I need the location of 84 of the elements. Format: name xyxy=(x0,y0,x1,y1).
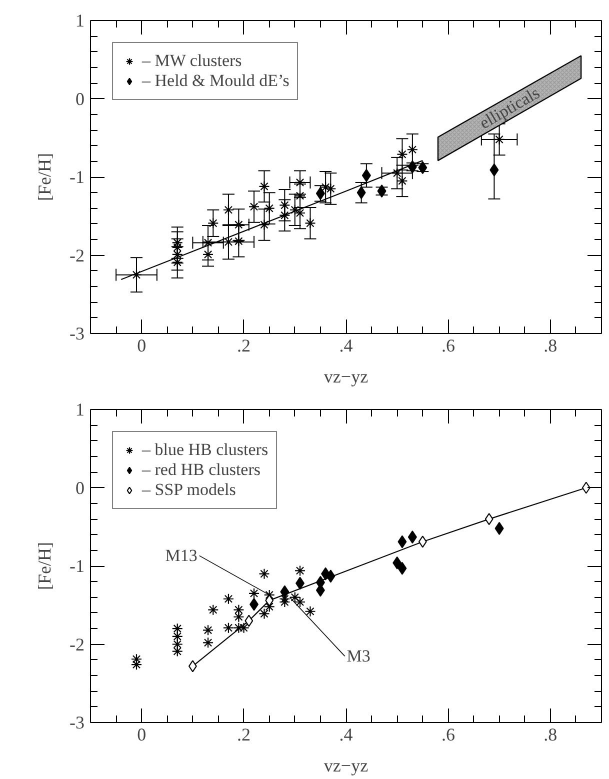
point xyxy=(264,601,275,612)
x-tick-label: 0 xyxy=(137,724,146,744)
point xyxy=(265,594,274,606)
legend-label: – MW clusters xyxy=(142,51,242,71)
point xyxy=(398,535,407,548)
point xyxy=(172,638,183,650)
point xyxy=(294,176,306,188)
point xyxy=(130,269,142,280)
x-tick-label: .2 xyxy=(237,336,251,356)
point xyxy=(325,183,336,194)
point xyxy=(289,204,300,216)
y-tick-label: -3 xyxy=(70,712,85,732)
point xyxy=(130,659,142,670)
point xyxy=(222,622,234,634)
point xyxy=(233,236,244,247)
point xyxy=(320,182,332,193)
y-tick-label: -1 xyxy=(70,167,85,187)
x-tick-label: .6 xyxy=(441,336,455,356)
point xyxy=(258,568,270,580)
x-tick-label: .6 xyxy=(441,724,455,744)
y-tick-label: -2 xyxy=(70,245,85,266)
point xyxy=(172,630,183,642)
x-axis-title: vz−yz xyxy=(324,756,368,776)
point xyxy=(392,168,403,179)
point xyxy=(208,604,219,616)
point xyxy=(233,604,244,616)
y-axis-title: [Fe/H] xyxy=(34,152,55,201)
x-tick-label: .4 xyxy=(339,336,353,356)
point xyxy=(264,202,275,214)
point xyxy=(398,562,407,575)
point xyxy=(188,660,197,672)
x-tick-label: .8 xyxy=(544,336,558,356)
y-tick-label: 0 xyxy=(76,478,84,498)
point xyxy=(490,163,499,176)
point xyxy=(222,593,234,604)
legend-label: – red HB clusters xyxy=(142,460,261,480)
point xyxy=(356,186,366,200)
annotation: M3 xyxy=(346,646,370,666)
point xyxy=(304,606,316,617)
annotation: M13 xyxy=(165,546,198,566)
y-tick-label: -1 xyxy=(70,556,85,576)
point xyxy=(304,218,316,229)
y-tick-label: 0 xyxy=(76,88,84,109)
legend-label: – blue HB clusters xyxy=(142,440,268,460)
point xyxy=(294,596,306,608)
point xyxy=(494,134,505,145)
point xyxy=(222,236,234,248)
x-tick-label: .4 xyxy=(339,724,353,744)
point xyxy=(294,565,306,576)
point xyxy=(250,598,259,611)
point xyxy=(494,522,504,535)
legend-label: – Held & Mould dE’s xyxy=(142,71,290,91)
point xyxy=(296,576,305,590)
point xyxy=(172,646,183,657)
point xyxy=(222,204,234,216)
point xyxy=(484,513,494,526)
x-tick-label: 0 xyxy=(137,336,146,356)
point xyxy=(244,614,254,627)
point xyxy=(172,623,183,634)
point xyxy=(258,219,270,230)
point xyxy=(392,556,402,570)
point xyxy=(377,184,386,198)
x-tick-label: .2 xyxy=(237,724,251,744)
point xyxy=(362,168,371,182)
point xyxy=(582,482,590,494)
point xyxy=(202,624,214,636)
point xyxy=(289,592,300,603)
x-tick-label: .8 xyxy=(544,724,558,744)
point xyxy=(279,200,290,211)
point xyxy=(233,611,244,622)
point xyxy=(258,608,270,620)
y-tick-label: 1 xyxy=(76,10,84,30)
y-tick-label: -2 xyxy=(70,634,85,654)
x-axis-title: vz−yz xyxy=(324,366,368,386)
point xyxy=(248,588,260,599)
point xyxy=(418,536,427,548)
point xyxy=(408,530,417,544)
y-tick-label: -3 xyxy=(70,324,85,344)
point xyxy=(264,589,275,600)
y-axis-title: [Fe/H] xyxy=(34,542,55,590)
point xyxy=(406,144,418,156)
y-tick-label: 1 xyxy=(76,400,84,420)
point xyxy=(202,637,214,648)
legend-label: – SSP models xyxy=(142,480,236,500)
